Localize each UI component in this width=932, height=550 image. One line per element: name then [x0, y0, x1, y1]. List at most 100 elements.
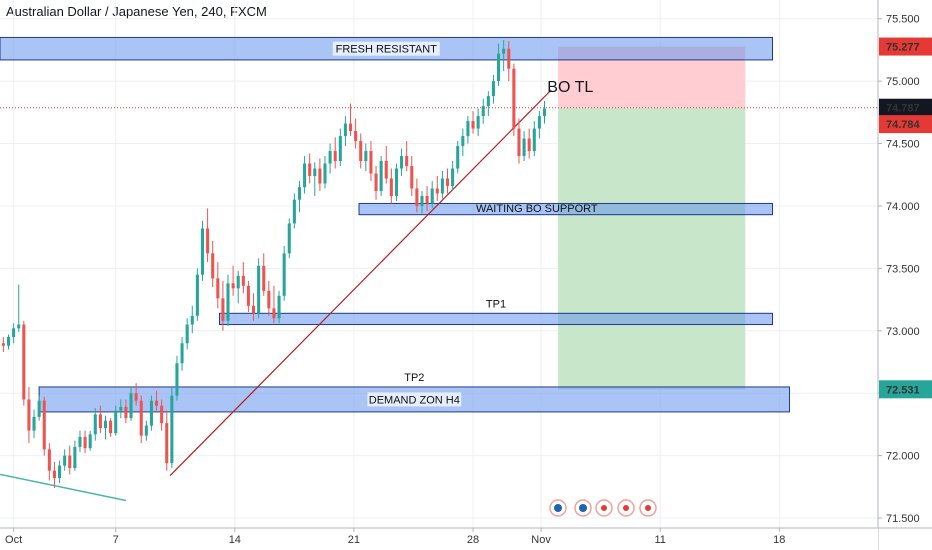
candle	[297, 180, 302, 213]
zones[interactable]: FRESH RESISTANT WAITING BO SUPPORT TP1 DEMA…	[0, 36, 791, 413]
zone-box[interactable]	[358, 202, 774, 216]
candle-body	[425, 195, 429, 204]
price-tick-label: 72.000	[886, 451, 920, 463]
time-axis-bg	[0, 528, 878, 550]
candle-body	[139, 400, 143, 436]
candle-body	[155, 400, 159, 406]
candle-body	[190, 315, 194, 325]
price-label[interactable]: 74.784	[879, 115, 932, 134]
candle	[185, 318, 189, 350]
candle	[17, 284, 21, 333]
candle	[221, 280, 225, 331]
candle-body	[22, 324, 26, 400]
candle	[22, 320, 26, 406]
candle	[435, 176, 439, 201]
candle	[486, 91, 490, 117]
zone-label: TP1	[486, 298, 506, 310]
candle	[394, 163, 398, 201]
candle-body	[37, 400, 41, 417]
candle	[374, 166, 378, 200]
candle-body	[461, 136, 465, 147]
aux-line[interactable]	[0, 473, 127, 502]
candle-body	[394, 168, 398, 196]
candle-body	[313, 168, 317, 176]
candle-body	[88, 434, 92, 449]
candle-body	[297, 187, 302, 200]
zone-label: FRESH RESISTANT	[336, 44, 438, 56]
candle	[190, 305, 194, 334]
dot-icon	[645, 505, 651, 511]
candle	[445, 168, 450, 194]
candle-body	[98, 414, 102, 429]
position-tool[interactable]	[558, 46, 746, 390]
candle	[410, 156, 414, 196]
candle-body	[180, 343, 184, 364]
price-label[interactable]: 72.531	[879, 380, 932, 399]
candle-body	[430, 188, 434, 204]
candle	[257, 258, 261, 319]
candle-body	[109, 420, 113, 434]
candle	[517, 118, 521, 164]
price-label-text: 75.277	[886, 42, 920, 54]
time-tick-label: 14	[229, 534, 241, 546]
price-tick-label: 75.500	[886, 14, 920, 26]
candle-body	[328, 151, 332, 164]
time-axis[interactable]: Oct 7 14 21 28 Nov 11 18	[0, 527, 932, 550]
candle-body	[221, 298, 225, 321]
trend-line-label: BO TL	[547, 79, 593, 96]
candle	[512, 63, 516, 137]
event-marker-icon[interactable]	[549, 499, 567, 517]
candle-body	[303, 163, 307, 188]
candle	[287, 218, 291, 259]
price-axis[interactable]: 75.500 75.000 74.500 74.000 73.500 73.000 72.5…	[877, 0, 932, 550]
candle	[63, 449, 67, 471]
candle	[32, 409, 36, 439]
candle-body	[502, 48, 506, 54]
candle-body	[400, 156, 404, 169]
candle	[211, 240, 215, 288]
candle-body	[83, 436, 87, 449]
event-marker-icon[interactable]	[639, 499, 657, 517]
zone-box[interactable]	[219, 312, 774, 326]
candle-body	[440, 178, 444, 194]
candle-body	[42, 400, 46, 450]
candle-body	[522, 138, 526, 157]
candle	[231, 265, 235, 296]
candle-body	[445, 178, 450, 186]
candle	[47, 443, 51, 481]
price-tick-label: 74.500	[886, 139, 920, 151]
candle-body	[292, 199, 296, 224]
candle-body	[537, 116, 541, 129]
chart-title: Australian Dollar / Japanese Yen, 240, F…	[6, 4, 267, 19]
event-markers[interactable]	[549, 499, 657, 517]
time-tick-label: Oct	[5, 534, 22, 546]
candle-body	[27, 399, 31, 431]
candle	[507, 41, 511, 82]
candle	[379, 156, 383, 196]
candle	[323, 156, 327, 189]
price-tick-label: 71.500	[886, 513, 920, 525]
price-label[interactable]: 75.277	[879, 37, 932, 56]
trend-line[interactable]	[169, 89, 552, 476]
time-tick-label: 7	[113, 534, 119, 546]
candle-body	[129, 393, 133, 419]
candle	[313, 162, 317, 196]
candle-body	[1, 343, 5, 346]
take-profit-zone[interactable]	[558, 107, 746, 390]
candle-body	[63, 455, 67, 466]
candle	[348, 103, 353, 137]
candle-body	[507, 48, 511, 69]
event-marker-icon[interactable]	[617, 499, 635, 517]
price-label[interactable]: 74.787	[879, 98, 932, 117]
event-marker-icon[interactable]	[574, 499, 592, 517]
candle	[246, 280, 250, 313]
price-tick-label: 74.000	[886, 201, 920, 213]
candle-body	[354, 131, 358, 142]
candle	[354, 118, 358, 149]
event-marker-icon[interactable]	[595, 499, 613, 517]
drawn-lines[interactable]: BO TL	[0, 79, 593, 502]
candle	[155, 390, 159, 411]
candle-body	[343, 123, 347, 137]
candle-body	[231, 283, 235, 289]
